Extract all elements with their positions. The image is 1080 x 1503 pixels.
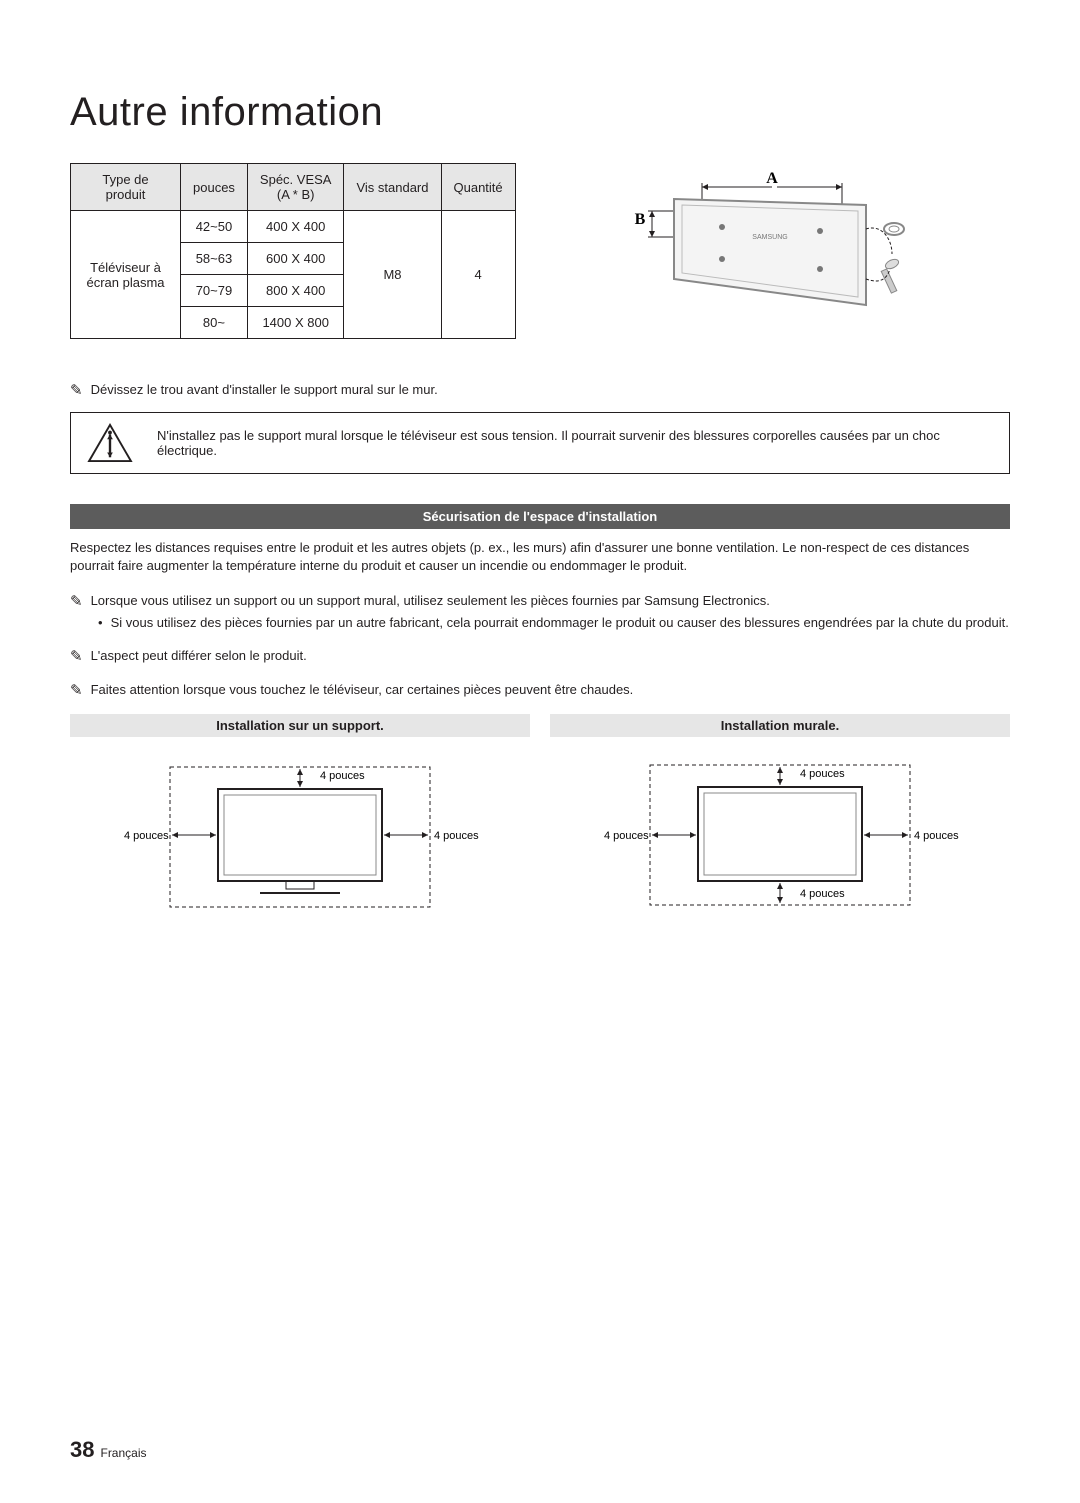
th-screw: Vis standard bbox=[344, 164, 441, 211]
note-text: L'aspect peut différer selon le produit. bbox=[91, 648, 307, 663]
note-icon: ✎ bbox=[70, 649, 83, 664]
cell-screw: M8 bbox=[344, 211, 441, 339]
note-icon: ✎ bbox=[70, 383, 83, 398]
cell-product: Téléviseur à écran plasma bbox=[71, 211, 181, 339]
th-product: Type de produit bbox=[71, 164, 181, 211]
th-inches: pouces bbox=[181, 164, 248, 211]
gap-label: 4 pouces bbox=[124, 830, 169, 842]
cell-vesa: 600 X 400 bbox=[247, 243, 344, 275]
note-unscrew: ✎ Dévissez le trou avant d'installer le … bbox=[70, 382, 1010, 398]
ventilation-paragraph: Respectez les distances requises entre l… bbox=[70, 539, 1010, 575]
note-text: Faites attention lorsque vous touchez le… bbox=[91, 682, 634, 697]
cell-inches: 80~ bbox=[181, 307, 248, 339]
label-b: B bbox=[634, 211, 645, 228]
note-hot: ✎ Faites attention lorsque vous touchez … bbox=[70, 682, 1010, 698]
bullet-marker: • bbox=[98, 615, 103, 630]
gap-label: 4 pouces bbox=[320, 770, 365, 782]
table-row: Téléviseur à écran plasma 42~50 400 X 40… bbox=[71, 211, 516, 243]
stand-install-header: Installation sur un support. bbox=[70, 714, 530, 737]
warning-box: N'installez pas le support mural lorsque… bbox=[70, 412, 1010, 474]
bullet-text: Si vous utilisez des pièces fournies par… bbox=[111, 615, 1009, 630]
spec-table: Type de produit pouces Spéc. VESA (A * B… bbox=[70, 163, 516, 339]
note-samsung-parts: ✎ Lorsque vous utilisez un support ou un… bbox=[70, 593, 1010, 609]
note-text: Lorsque vous utilisez un support ou un s… bbox=[91, 593, 770, 608]
th-qty: Quantité bbox=[441, 164, 515, 211]
gap-label: 4 pouces bbox=[434, 830, 479, 842]
warning-text: N'installez pas le support mural lorsque… bbox=[157, 428, 993, 458]
gap-label: 4 pouces bbox=[604, 830, 649, 842]
gap-label: 4 pouces bbox=[800, 888, 845, 900]
note-icon: ✎ bbox=[70, 594, 83, 609]
page-footer: 38 Français bbox=[70, 1437, 1010, 1463]
cell-vesa: 800 X 400 bbox=[247, 275, 344, 307]
wall-install-header: Installation murale. bbox=[550, 714, 1010, 737]
cell-inches: 58~63 bbox=[181, 243, 248, 275]
top-section: Type de produit pouces Spéc. VESA (A * B… bbox=[70, 163, 1010, 364]
cell-vesa: 400 X 400 bbox=[247, 211, 344, 243]
footer-lang: Français bbox=[100, 1446, 146, 1460]
cell-inches: 42~50 bbox=[181, 211, 248, 243]
cell-vesa: 1400 X 800 bbox=[247, 307, 344, 339]
install-section: Installation sur un support. Installatio… bbox=[70, 714, 1010, 917]
section-heading: Sécurisation de l'espace d'installation bbox=[70, 504, 1010, 529]
gap-label: 4 pouces bbox=[800, 768, 845, 780]
brand-text: SAMSUNG bbox=[752, 234, 787, 241]
cell-inches: 70~79 bbox=[181, 275, 248, 307]
page-number: 38 bbox=[70, 1437, 94, 1463]
gap-label: 4 pouces bbox=[914, 830, 959, 842]
tv-rear-diagram: A B SAMSUNG bbox=[534, 163, 1010, 364]
wall-install-diagram: 4 pouces 4 pouces 4 pouces 4 pouces bbox=[550, 747, 1010, 917]
note-text: Dévissez le trou avant d'installer le su… bbox=[91, 382, 438, 397]
sub-bullet: • Si vous utilisez des pièces fournies p… bbox=[98, 615, 1010, 630]
label-a: A bbox=[766, 170, 778, 187]
note-icon: ✎ bbox=[70, 683, 83, 698]
cell-qty: 4 bbox=[441, 211, 515, 339]
warning-icon bbox=[87, 423, 133, 463]
page-title: Autre information bbox=[70, 90, 1010, 135]
th-vesa: Spéc. VESA (A * B) bbox=[247, 164, 344, 211]
note-aspect: ✎ L'aspect peut différer selon le produi… bbox=[70, 648, 1010, 664]
stand-install-diagram: 4 pouces 4 pouces 4 pouces bbox=[70, 747, 530, 917]
